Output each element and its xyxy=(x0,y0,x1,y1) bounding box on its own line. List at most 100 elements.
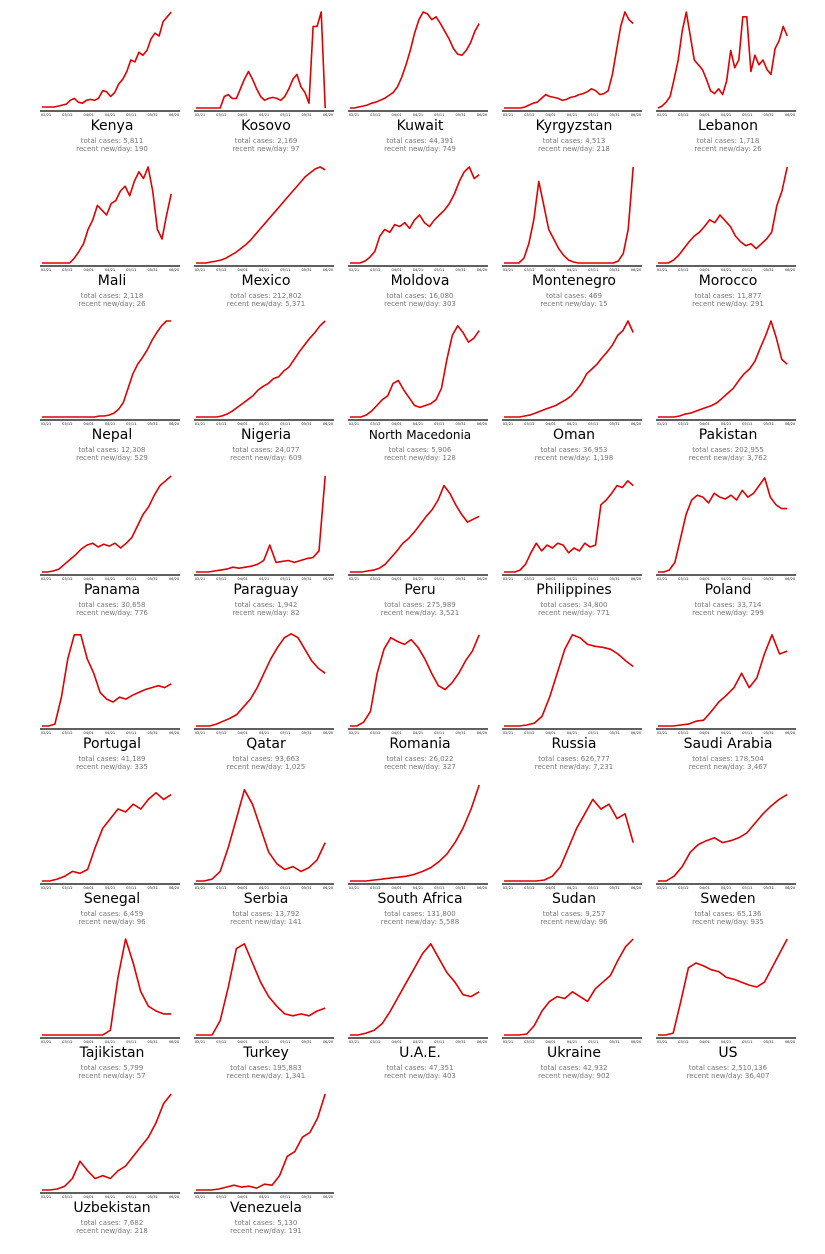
panel-plot: 02/21 03/12 04/01 04/21 05/11 05/31 06/20 xyxy=(194,475,334,581)
total-cases-label: total cases: 202,955 xyxy=(692,446,764,454)
x-tick-label: 04/21 xyxy=(721,731,731,735)
recent-new-per-day-label: recent new/day: 26 xyxy=(694,145,762,153)
x-tick-label: 05/11 xyxy=(126,1195,136,1199)
country-panel: 02/21 03/12 04/01 04/21 05/11 05/31 06/20 Moroc… xyxy=(651,155,805,309)
x-tick-label: 04/01 xyxy=(83,731,93,735)
panel-plot: 02/21 03/12 04/01 04/21 05/11 05/31 06/20 xyxy=(502,633,642,735)
series-line xyxy=(196,475,326,573)
x-tick-label: 05/11 xyxy=(742,268,752,272)
country-panel: 02/21 03/12 04/01 04/21 05/11 05/31 06/20 Leban… xyxy=(651,0,805,154)
x-tick-label: 04/21 xyxy=(721,268,731,272)
x-tick-label: 04/01 xyxy=(83,886,93,890)
x-tick-label: 04/21 xyxy=(259,886,269,890)
panel-plot: 02/21 03/12 04/01 04/21 05/11 05/31 06/20 xyxy=(40,11,180,117)
panel-plot: 02/21 03/12 04/01 04/21 05/11 05/31 06/20 xyxy=(656,793,796,890)
x-tick-label: 02/21 xyxy=(41,886,51,890)
x-tick-label: 04/01 xyxy=(237,422,247,426)
x-tick-label: 02/21 xyxy=(657,731,667,735)
country-panel: 02/21 03/12 04/01 04/21 05/11 05/31 06/20 Kuwai… xyxy=(343,0,497,154)
series-line xyxy=(350,634,480,727)
series-line xyxy=(504,166,634,264)
panel-title: Venezuela xyxy=(230,1199,302,1216)
x-tick-label: 05/31 xyxy=(763,886,773,890)
x-tick-label: 06/20 xyxy=(631,731,642,735)
x-tick-label: 04/21 xyxy=(259,113,269,117)
panel-plot: 02/21 03/12 04/01 04/21 05/11 05/31 06/20 xyxy=(656,320,796,426)
country-panel: 02/21 03/12 04/01 04/21 05/11 05/31 06/20 Moldo… xyxy=(343,155,497,309)
panel-plot: 02/21 03/12 04/01 04/21 05/11 05/31 06/20 xyxy=(40,320,180,426)
panel-title: Mexico xyxy=(241,272,291,289)
x-tick-label: 04/21 xyxy=(105,577,115,581)
series-line xyxy=(42,165,172,264)
series-line xyxy=(504,938,634,1036)
recent-new-per-day-label: recent new/day: 7,231 xyxy=(534,763,614,771)
x-tick-label: 02/21 xyxy=(503,268,513,272)
series-line xyxy=(504,798,634,882)
x-tick-label: 02/21 xyxy=(195,1040,205,1044)
panel-title: South Africa xyxy=(377,890,463,907)
panel-title: Russia xyxy=(551,736,597,752)
total-cases-label: total cases: 4,513 xyxy=(542,137,606,145)
x-tick-label: 05/31 xyxy=(763,268,773,272)
series-line xyxy=(42,1093,172,1191)
total-cases-label: total cases: 47,351 xyxy=(386,1064,454,1072)
x-tick-label: 04/01 xyxy=(83,113,93,117)
x-tick-label: 05/11 xyxy=(434,268,444,272)
series-line xyxy=(350,11,480,109)
country-panel: 02/21 03/12 04/01 04/21 05/11 05/31 06/20 Oman t… xyxy=(497,309,651,463)
panel-plot: 02/21 03/12 04/01 04/21 05/11 05/31 06/20 xyxy=(40,791,180,890)
x-tick-label: 06/20 xyxy=(477,422,488,426)
series-line xyxy=(658,793,788,882)
x-tick-label: 03/12 xyxy=(62,577,72,581)
x-tick-label: 05/11 xyxy=(588,731,598,735)
panel-plot: 02/21 03/12 04/01 04/21 05/11 05/31 06/20 xyxy=(194,165,334,272)
recent-new-per-day-label: recent new/day: 26 xyxy=(78,299,146,308)
recent-new-per-day-label: recent new/day: 5,371 xyxy=(226,299,306,308)
x-tick-label: 05/31 xyxy=(147,1195,157,1199)
country-panel: 02/21 03/12 04/01 04/21 05/11 05/31 06/20 Turke… xyxy=(189,927,343,1081)
x-tick-label: 03/12 xyxy=(62,886,72,890)
x-tick-label: 04/21 xyxy=(413,113,423,117)
x-tick-label: 05/11 xyxy=(280,113,290,117)
country-panel: 02/21 03/12 04/01 04/21 05/11 05/31 06/20 US tot… xyxy=(651,927,805,1081)
recent-new-per-day-label: recent new/day: 1,341 xyxy=(226,1072,306,1080)
total-cases-label: total cases: 195,883 xyxy=(230,1064,302,1072)
series-line xyxy=(42,320,172,418)
x-tick-label: 06/20 xyxy=(631,113,642,117)
x-tick-label: 03/12 xyxy=(524,268,534,272)
x-tick-label: 04/01 xyxy=(699,113,709,117)
panel-title: Uzbekistan xyxy=(73,1199,151,1216)
series-line xyxy=(196,11,326,109)
series-line xyxy=(504,479,634,573)
x-tick-label: 02/21 xyxy=(195,422,205,426)
x-tick-label: 04/01 xyxy=(83,1040,93,1044)
x-tick-label: 05/11 xyxy=(126,1040,136,1044)
panel-title: Sweden xyxy=(700,890,756,907)
panel-title: Kuwait xyxy=(396,118,444,134)
x-tick-label: 06/20 xyxy=(169,422,180,426)
x-tick-label: 04/01 xyxy=(699,422,709,426)
x-tick-label: 04/21 xyxy=(259,1195,269,1199)
country-panel: 02/21 03/12 04/01 04/21 05/11 05/31 06/20 Qatar… xyxy=(189,618,343,772)
x-tick-label: 05/31 xyxy=(301,1195,311,1199)
series-line xyxy=(504,633,634,727)
x-tick-label: 03/12 xyxy=(62,268,72,272)
x-tick-label: 04/21 xyxy=(105,731,115,735)
country-panel: 02/21 03/12 04/01 04/21 05/11 05/31 06/20 Polan… xyxy=(651,464,805,618)
x-tick-label: 06/20 xyxy=(631,268,642,272)
recent-new-per-day-label: recent new/day: 609 xyxy=(230,454,302,462)
country-panel: 02/21 03/12 04/01 04/21 05/11 05/31 06/20 Portu… xyxy=(35,618,189,772)
recent-new-per-day-label: recent new/day: 96 xyxy=(78,917,146,926)
x-tick-label: 04/01 xyxy=(391,577,401,581)
x-tick-label: 02/21 xyxy=(657,268,667,272)
total-cases-label: total cases: 9,257 xyxy=(542,909,606,918)
panel-plot: 02/21 03/12 04/01 04/21 05/11 05/31 06/20 xyxy=(40,165,180,272)
x-tick-label: 04/21 xyxy=(567,577,577,581)
series-line xyxy=(196,165,326,264)
x-tick-label: 05/11 xyxy=(742,577,752,581)
recent-new-per-day-label: recent new/day: 303 xyxy=(384,299,456,308)
country-panel: 02/21 03/12 04/01 04/21 05/11 05/31 06/20 Sudan… xyxy=(497,773,651,927)
x-tick-label: 04/01 xyxy=(545,1040,555,1044)
total-cases-label: total cases: 2,118 xyxy=(80,291,144,300)
x-tick-label: 04/21 xyxy=(105,886,115,890)
